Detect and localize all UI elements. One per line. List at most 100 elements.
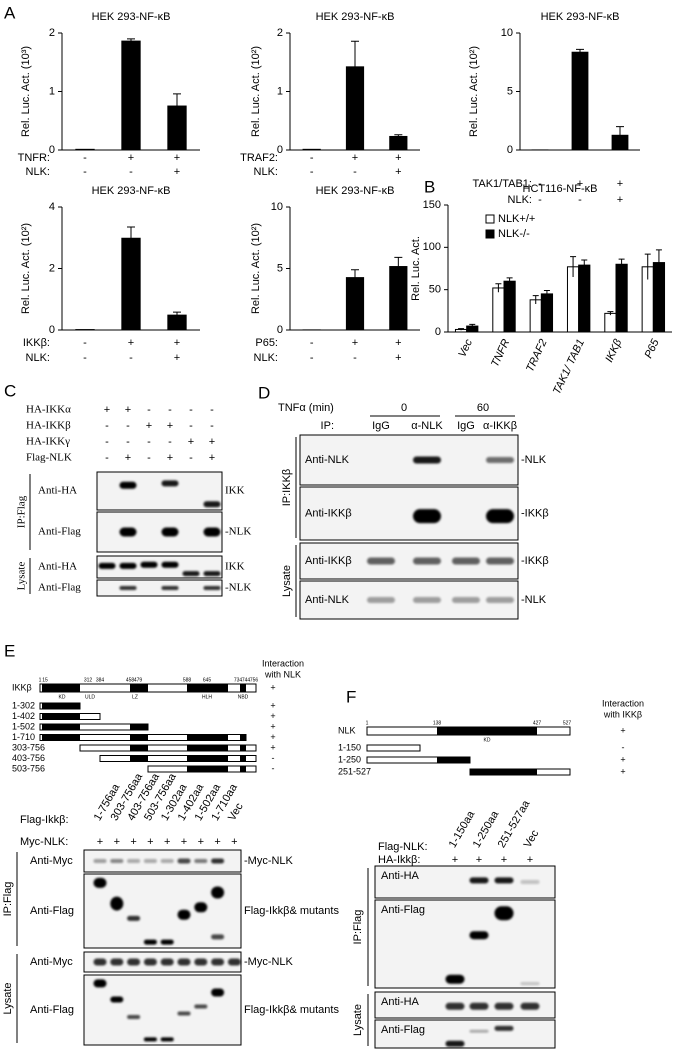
antibody-label: Anti-HA [38,485,77,497]
blot-frame [299,580,519,620]
x-tick-label: TRAF2 [524,337,550,374]
interaction-header: Interaction [602,698,644,708]
error-bar [173,311,181,318]
condition-label: NLK: [26,352,50,364]
error-bar [506,277,513,285]
blot-band [211,958,225,966]
antibody-label: Anti-HA [381,870,420,882]
group-label: Lysate [352,1004,364,1036]
row-label: Flag-NLK [26,452,72,464]
blot-band [486,509,514,524]
construct-label: 1-402 [12,711,35,721]
blot-band [177,858,191,864]
row-mark: + [452,854,458,866]
y-tick-label: 0 [435,326,441,338]
blot-band [445,1002,465,1010]
condition-label: NLK: [254,166,278,178]
ip-lane: IgG [372,420,390,432]
blot-band [227,958,241,966]
antibody-label: Anti-Flag [38,526,81,538]
condition-mark: + [395,352,401,364]
bar [571,51,589,150]
condition-mark: - [83,166,87,178]
antibody-label: Anti-NLK [305,594,350,606]
bar [389,266,408,330]
row-mark: + [114,836,120,848]
blot-band [452,557,480,565]
construct-domain [42,703,80,709]
lane-label: Vec [522,828,542,850]
position-label: 427 [533,720,542,726]
blot-frame [96,579,223,597]
position-label: 458 [126,677,135,683]
group-label: IP:Flag [16,495,28,528]
interaction-header: Interaction [262,658,304,668]
error-bar [581,259,588,271]
condition-mark: + [174,152,180,164]
chart-title: HEK 293-NF-κB [316,11,395,23]
antibody-label: Anti-Flag [30,905,74,917]
row-mark: + [167,420,173,432]
position-label: 138 [433,720,442,726]
construct-label: 403-756 [12,753,45,763]
error-bar [351,269,359,285]
x-tick-label: Vec [456,337,475,359]
y-axis-label: Rel. Luc. Act. (10³) [20,46,32,137]
blot-band [110,996,124,1003]
blot-band [520,880,540,884]
condition-mark: + [395,152,401,164]
domain-label: KD [59,694,66,700]
y-tick-label: 0 [49,324,55,336]
bar [492,287,505,333]
blot-band [494,1025,514,1031]
interaction-mark: - [272,753,275,763]
condition-mark: - [129,166,133,178]
condition-mark: + [174,337,180,349]
condition-mark: - [353,352,357,364]
group-label: Lysate [16,562,28,591]
y-tick-label: 50 [429,284,441,296]
condition-mark: + [617,194,623,206]
y-tick-label: 5 [277,262,283,274]
legend-swatch [485,229,495,239]
blot-band [143,859,157,863]
construct-domain [130,734,148,741]
blot-frame [299,486,519,541]
interaction-header: with NLK [264,669,301,679]
row-mark: + [476,854,482,866]
group-label: IP:Flag [352,910,364,945]
x-tick-label: TAK1/ TAB1 [551,337,587,396]
y-axis-label: Rel. Luc. Act. (10²) [250,46,262,137]
blot-band [203,527,221,537]
blot-frame [96,511,223,553]
chart-title: HEK 293-NF-κB [92,185,171,197]
legend-swatch [485,214,495,224]
error-bar [570,256,577,277]
blot-band [486,457,514,463]
condition-mark: - [538,194,542,206]
row-mark: + [130,836,136,848]
bar [75,148,95,150]
condition-label: TAK1/TAB1: [472,178,532,190]
condition-mark: + [174,352,180,364]
error-bar [616,126,624,143]
position-label: 527 [563,720,572,726]
blot-band [110,896,124,911]
construct-domain [240,734,246,741]
x-tick-label: P65 [643,337,663,361]
x-tick-label: IKKβ [603,337,624,364]
interaction-mark: + [270,711,275,721]
condition-mark: - [578,194,582,206]
interaction-mark: + [620,766,625,776]
row-mark: - [189,420,193,432]
bar [615,263,628,333]
row-mark: + [147,836,153,848]
y-tick-label: 2 [49,27,55,39]
construct-domain [130,755,148,762]
error-bar [495,283,502,293]
blot-band [486,597,514,603]
row-mark: + [209,436,215,448]
row-label: HA-IKKβ [26,420,71,432]
panel-label: F [346,687,356,706]
